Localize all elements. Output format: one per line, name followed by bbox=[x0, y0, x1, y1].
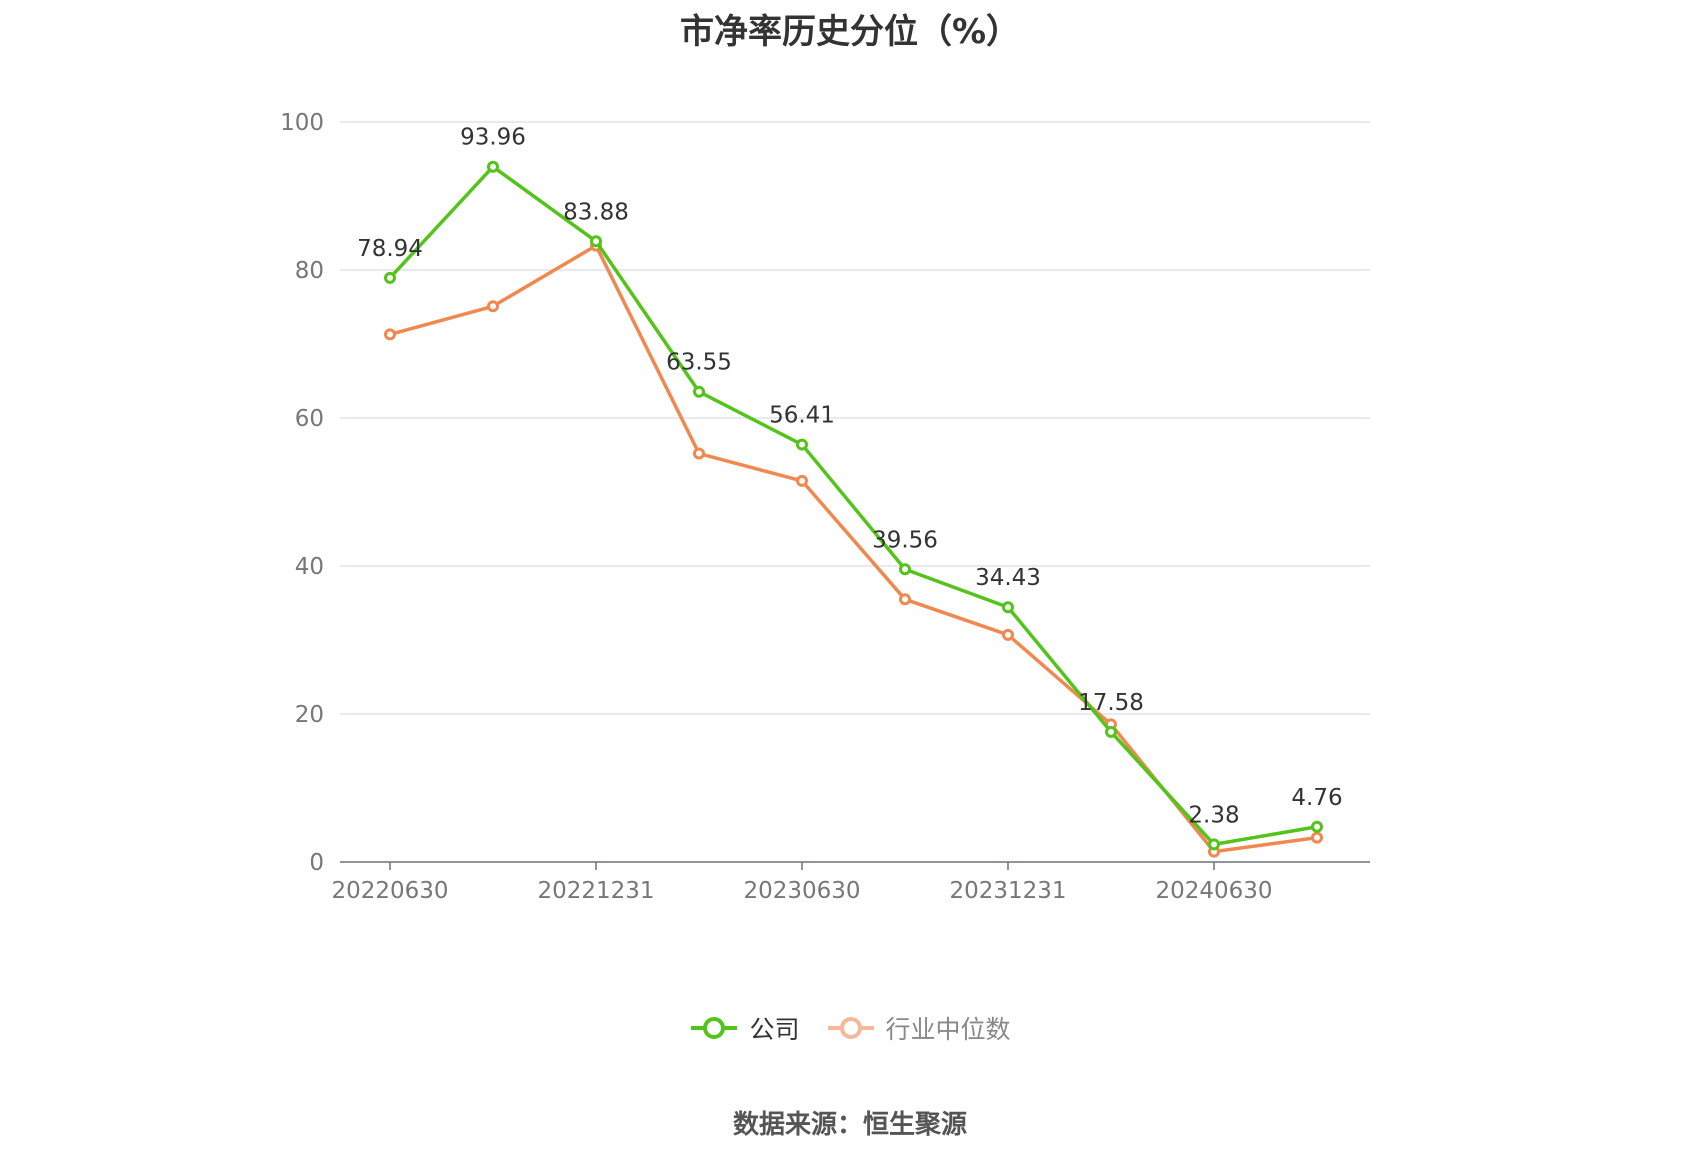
y-tick-label-0: 0 bbox=[309, 850, 324, 876]
company-point-20230331 bbox=[693, 385, 705, 398]
data-label-20230930: 39.56 bbox=[872, 527, 938, 553]
axes: 0 20 40 60 80 100 20220630 20221231 20230630 2023… bbox=[280, 110, 1370, 904]
company-point-20220630 bbox=[384, 271, 396, 284]
company-point-20230930 bbox=[899, 563, 911, 576]
data-label-20230630: 56.41 bbox=[769, 403, 835, 429]
x-tick-label-20240630: 20240630 bbox=[1155, 878, 1272, 904]
data-label-20220630: 78.94 bbox=[357, 236, 423, 262]
industry-point-20230930 bbox=[899, 593, 911, 606]
series-line-industry-median bbox=[389, 243, 1318, 854]
y-tick-label-60: 60 bbox=[295, 406, 324, 432]
company-point-20240331 bbox=[1105, 725, 1117, 738]
industry-point-20230331 bbox=[693, 447, 705, 460]
company-point-20240630 bbox=[1208, 838, 1220, 851]
industry-point-20231231 bbox=[1002, 628, 1014, 641]
data-label-20240930: 4.76 bbox=[1291, 785, 1342, 811]
legend-industry-icon bbox=[827, 1017, 874, 1039]
industry-point-20240930 bbox=[1311, 831, 1323, 844]
y-tick-label-80: 80 bbox=[295, 258, 324, 284]
data-label-20231231: 34.43 bbox=[975, 565, 1041, 591]
data-label-20221231: 83.88 bbox=[563, 199, 629, 225]
company-point-20221231 bbox=[590, 235, 602, 248]
legend-item-industry-median[interactable]: 行业中位数 bbox=[826, 1010, 1011, 1046]
x-tick-label-20231231: 20231231 bbox=[949, 878, 1066, 904]
legend-item-company[interactable]: 公司 bbox=[689, 1010, 800, 1046]
y-tick-label-40: 40 bbox=[295, 554, 324, 580]
data-source: 数据来源：恒生聚源 bbox=[732, 1110, 967, 1140]
series-line-company bbox=[388, 164, 1318, 847]
x-tick-label-20230630: 20230630 bbox=[743, 878, 860, 904]
x-tick-label-20220630: 20220630 bbox=[331, 878, 448, 904]
legend-company-label: 公司 bbox=[749, 1015, 800, 1044]
company-point-20230630 bbox=[796, 438, 808, 451]
data-label-20220930: 93.96 bbox=[460, 125, 526, 151]
y-tick-label-100: 100 bbox=[280, 110, 324, 136]
series-lines bbox=[384, 160, 1323, 858]
chart-title: 市净率历史分位（%） bbox=[679, 12, 1021, 52]
data-label-20240331: 17.58 bbox=[1078, 690, 1144, 716]
grid-lines bbox=[340, 121, 1370, 715]
legend: 公司 行业中位数 bbox=[0, 1008, 1700, 1048]
y-tick-label-20: 20 bbox=[295, 702, 324, 728]
industry-point-20220630 bbox=[384, 328, 396, 341]
legend-company-icon bbox=[691, 1017, 738, 1039]
legend-industry-label: 行业中位数 bbox=[885, 1015, 1011, 1044]
data-label-20230331: 63.55 bbox=[666, 350, 732, 376]
industry-point-20220930 bbox=[487, 300, 499, 313]
company-point-20220930 bbox=[487, 160, 499, 173]
company-point-20231231 bbox=[1002, 601, 1014, 614]
company-point-20240930 bbox=[1311, 820, 1323, 833]
x-tick-label-20221231: 20221231 bbox=[537, 878, 654, 904]
data-labels: 78.94 93.96 83.88 63.55 56.41 39.56 34.43 17.58… bbox=[357, 125, 1343, 829]
data-label-20240630: 2.38 bbox=[1188, 802, 1239, 828]
industry-point-20230630 bbox=[796, 474, 808, 487]
